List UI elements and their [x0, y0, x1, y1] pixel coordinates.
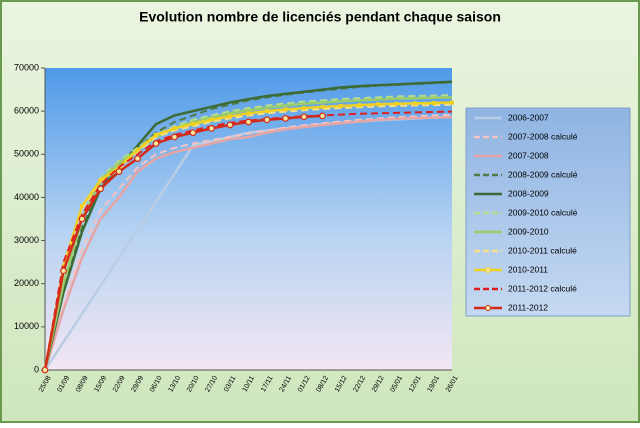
y-tick-label: 60000	[14, 106, 39, 116]
data-marker	[80, 204, 84, 209]
data-marker	[302, 106, 306, 111]
data-marker	[226, 121, 234, 129]
data-marker	[60, 267, 67, 275]
data-marker	[413, 101, 417, 106]
legend-label: 2009-2010	[508, 226, 549, 236]
data-marker	[172, 126, 177, 131]
data-marker	[319, 112, 326, 120]
data-marker	[152, 140, 160, 147]
data-marker	[154, 132, 158, 137]
legend-label: 2008-2009 calculé	[508, 169, 578, 179]
y-tick-label: 70000	[14, 62, 39, 72]
data-marker	[245, 118, 252, 126]
y-tick-label: 0	[34, 364, 39, 374]
y-tick-label: 40000	[14, 192, 39, 202]
data-marker	[189, 129, 197, 137]
legend-label: 2008-2009	[508, 188, 549, 198]
data-marker	[431, 100, 436, 105]
data-marker	[283, 107, 288, 112]
data-marker	[41, 366, 49, 374]
legend-label: 2007-2008	[508, 150, 549, 160]
data-marker	[263, 116, 271, 124]
legend-label: 2010-2011	[508, 264, 548, 274]
data-marker	[98, 178, 103, 183]
data-marker	[115, 168, 123, 175]
data-marker	[171, 133, 178, 141]
series-line	[43, 96, 453, 371]
data-marker	[191, 122, 195, 127]
data-marker	[97, 185, 104, 193]
data-marker	[246, 111, 251, 116]
y-tick-label: 10000	[14, 321, 39, 331]
data-marker	[134, 155, 141, 163]
data-marker	[300, 113, 308, 121]
data-marker	[209, 117, 214, 122]
data-marker	[282, 115, 289, 122]
data-marker	[228, 114, 232, 119]
series-line	[44, 94, 453, 371]
y-tick-label: 50000	[14, 149, 39, 159]
y-tick-label: 20000	[14, 278, 39, 288]
legend-label: 2006-2007	[508, 112, 549, 122]
data-marker	[394, 101, 399, 106]
data-marker	[78, 215, 86, 223]
y-tick-label: 30000	[14, 235, 39, 245]
data-marker	[339, 103, 343, 108]
data-marker	[450, 100, 454, 105]
data-marker	[265, 109, 269, 114]
legend-label: 2007-2008 calculé	[508, 131, 578, 141]
series-line	[44, 110, 453, 371]
chart-title: Evolution nombre de licenciés pendant ch…	[139, 9, 501, 25]
legend-label: 2011-2012 calculé	[508, 283, 577, 293]
data-marker	[376, 102, 380, 107]
data-marker	[320, 104, 325, 109]
legend-marker	[485, 267, 491, 273]
data-marker	[357, 103, 362, 108]
series-line	[43, 115, 453, 371]
data-marker	[208, 124, 215, 132]
series-line	[43, 114, 323, 371]
data-marker	[135, 147, 140, 152]
legend-label: 2010-2011 calculé	[508, 245, 577, 255]
series-line	[44, 113, 453, 371]
legend-marker	[485, 305, 491, 311]
legend-label: 2009-2010 calculé	[508, 207, 578, 217]
legend-label: 2011-2012	[508, 302, 548, 312]
